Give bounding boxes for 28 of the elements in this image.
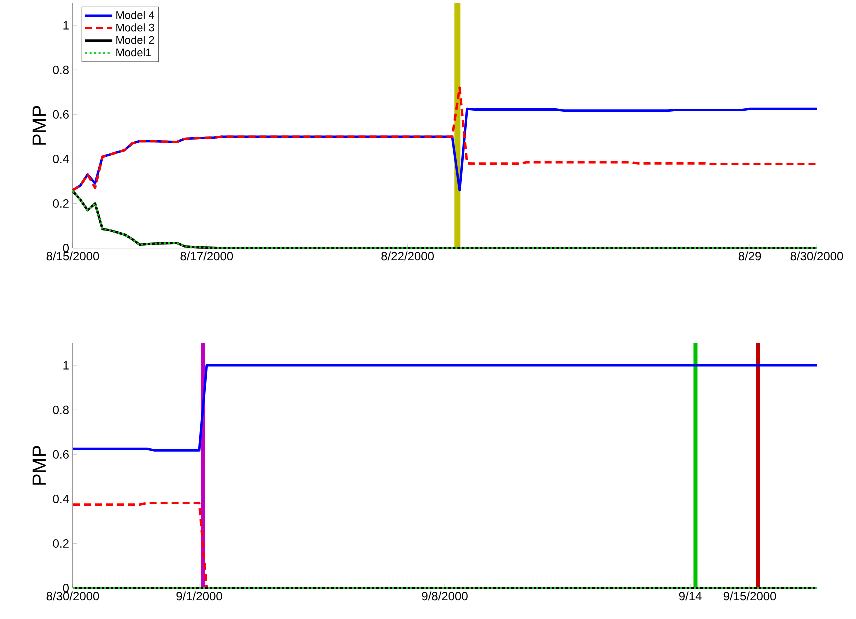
y-tick-label: 1 [64,21,69,30]
legend-label: Model 4 [116,11,155,20]
x-tick-label: 9/8/2000 [422,592,468,601]
y-tick-label: 0.2 [53,200,69,208]
y-tick-label: 0 [63,584,70,593]
x-tick-label: 9/15/2000 [724,592,776,601]
y-tick-label: 1 [64,361,69,370]
x-tick-label: 8/15/2000 [46,252,100,261]
y-tick-label: 0.8 [53,66,69,74]
y-axis-title: PMP [32,106,46,145]
x-tick-label: 8/17/2000 [180,252,234,261]
x-tick-label: 9/14 [679,592,702,601]
y-tick-label: 0.4 [53,494,70,504]
legend-label: Model1 [116,48,152,57]
y-tick-label: 0.6 [53,110,69,119]
y-tick-label: 0.4 [53,154,70,164]
x-tick-label: 9/1/2000 [176,592,222,601]
y-tick-label: 0.6 [53,450,69,459]
x-tick-label: 8/29 [738,252,762,261]
y-axis-title: PMP [32,446,46,485]
legend-label: Model 3 [116,24,154,32]
legend-label: Model 2 [116,36,154,44]
x-tick-label: 8/30/2000 [46,592,100,601]
y-tick-label: 0.2 [53,540,69,548]
x-tick-label: 8/22/2000 [382,252,434,261]
x-tick-label: 8/30/2000 [790,252,844,261]
y-tick-label: 0.8 [53,406,69,414]
y-tick-label: 0 [63,244,70,253]
